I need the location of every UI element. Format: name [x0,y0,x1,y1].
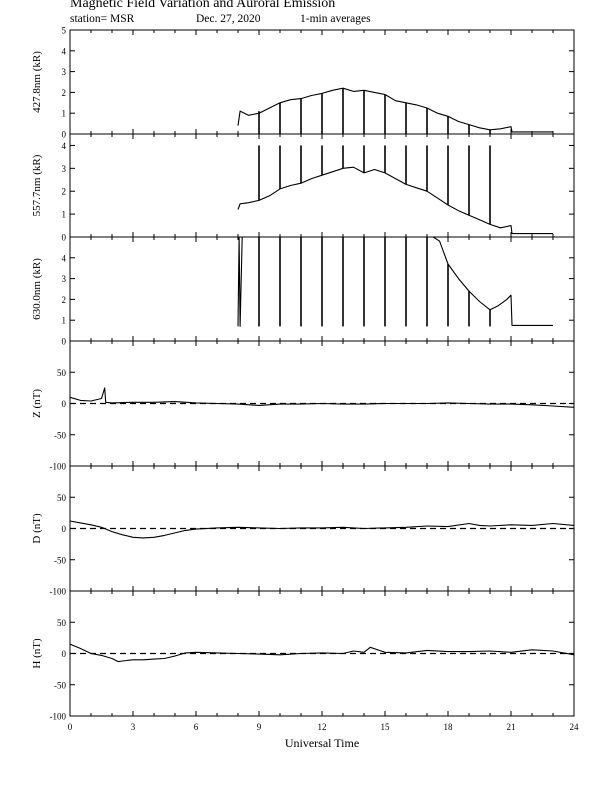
y-tick-label: 0 [62,524,67,534]
y-tick-label: 50 [57,493,67,503]
x-tick-label: 6 [194,722,199,732]
y-tick-label: 1 [62,210,67,220]
y-axis-label: 557.7nm (kR) [31,154,43,216]
y-tick-label: 0 [62,337,67,347]
averaging-label: 1-min averages [300,13,371,25]
y-tick-label: 1 [62,109,67,119]
series-line [237,166,553,235]
y-tick-label: 4 [62,141,67,151]
y-tick-label: 4 [62,253,67,263]
y-axis-label: D (nT) [31,513,43,544]
x-tick-label: 21 [507,722,516,732]
chart-title: Magnetic Field Variation and Auroral Emi… [70,0,336,11]
series-line [237,236,553,327]
y-tick-label: 0 [62,130,67,140]
y-tick-label: 0 [62,233,67,243]
y-tick-label: -50 [54,555,66,565]
y-tick-label: -100 [50,587,67,597]
x-tick-label: 0 [68,722,73,732]
y-axis-label: 427.8nm (kR) [31,51,43,113]
x-tick-label: 3 [131,722,136,732]
y-tick-label: 3 [62,164,67,174]
x-tick-label: 15 [381,722,391,732]
y-tick-label: 1 [62,316,67,326]
y-tick-label: 5 [62,26,67,36]
y-tick-label: 4 [62,46,67,56]
y-tick-label: 50 [57,368,67,378]
y-tick-label: -100 [50,462,67,472]
y-tick-label: 3 [62,67,67,77]
y-tick-label: 2 [62,187,67,197]
chart-subtitle: station= MSR Dec. 27, 2020 1-min averages [70,13,371,25]
y-axis-label: 630.0nm (kR) [31,258,43,320]
x-tick-label: 24 [570,722,580,732]
x-tick-label: 9 [257,722,262,732]
y-tick-label: -100 [50,712,67,722]
series-line [69,643,575,663]
station-label: station= MSR [70,13,135,25]
y-tick-label: 2 [62,88,67,98]
x-tick-label: 12 [318,722,327,732]
y-axis-label: H (nT) [31,638,43,669]
y-tick-label: -50 [54,430,66,440]
series-line [69,520,575,539]
y-tick-label: 0 [62,399,67,409]
y-tick-label: 50 [57,618,67,628]
date-label: Dec. 27, 2020 [196,13,261,25]
y-tick-label: 3 [62,274,67,284]
x-axis-label: Universal Time [285,736,359,750]
y-tick-label: 0 [62,649,67,659]
series-line [69,387,575,408]
y-tick-label: -50 [54,680,66,690]
y-axis-label: Z (nT) [31,389,43,418]
x-tick-label: 18 [444,722,454,732]
series-line [237,87,553,133]
y-tick-label: 2 [62,295,67,305]
